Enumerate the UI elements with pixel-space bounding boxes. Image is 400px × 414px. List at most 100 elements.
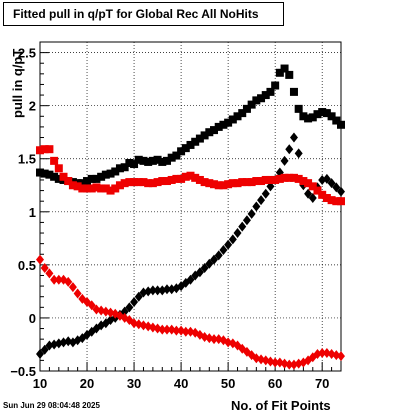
- data-point-square: [191, 173, 200, 182]
- data-point-diamond: [214, 250, 223, 261]
- data-point-square: [332, 197, 341, 206]
- data-point-square: [308, 182, 317, 191]
- data-point-diamond: [219, 245, 228, 256]
- grid-layer: [40, 42, 341, 371]
- data-point-square: [228, 179, 237, 188]
- data-point-square: [247, 100, 256, 109]
- data-point-square: [289, 87, 298, 96]
- data-point-diamond: [210, 334, 219, 345]
- data-point-square: [200, 131, 209, 140]
- data-point-diamond: [73, 288, 82, 299]
- data-point-square: [130, 160, 139, 169]
- data-point-square: [97, 184, 106, 193]
- data-point-diamond: [322, 173, 331, 184]
- data-point-diamond: [257, 195, 266, 206]
- data-point-square: [224, 118, 233, 127]
- data-point-square: [205, 128, 214, 137]
- data-point-square: [261, 91, 270, 100]
- data-point-square: [275, 174, 284, 183]
- data-point-square: [125, 178, 134, 187]
- data-point-square: [252, 96, 261, 105]
- data-point-square: [115, 164, 124, 173]
- y-tick-label: 1: [29, 205, 36, 220]
- data-point-square: [308, 113, 317, 122]
- data-point-square: [106, 186, 115, 195]
- data-point-square: [186, 171, 195, 180]
- data-point-square: [280, 64, 289, 73]
- series-1: [36, 132, 345, 360]
- x-tick-label: 60: [268, 376, 282, 391]
- data-point-diamond: [205, 258, 214, 269]
- series-layer: [36, 64, 345, 370]
- x-tick-label: 30: [127, 376, 141, 391]
- data-point-square: [299, 112, 308, 121]
- data-point-square: [120, 163, 129, 172]
- data-point-diamond: [271, 357, 280, 368]
- data-point-square: [162, 177, 171, 186]
- data-point-square: [242, 178, 251, 187]
- data-point-diamond: [87, 300, 96, 311]
- data-point-square: [186, 140, 195, 149]
- data-point-square: [111, 167, 120, 176]
- data-point-square: [148, 179, 157, 188]
- data-point-square: [280, 173, 289, 182]
- data-point-square: [214, 122, 223, 131]
- data-point-square: [45, 170, 54, 179]
- data-point-square: [73, 182, 82, 191]
- data-point-square: [45, 145, 54, 154]
- data-point-diamond: [172, 325, 181, 336]
- data-point-square: [224, 180, 233, 189]
- data-point-square: [40, 145, 49, 154]
- data-point-square: [68, 181, 77, 190]
- data-point-square: [158, 157, 167, 166]
- data-point-square: [210, 126, 219, 135]
- data-point-diamond: [158, 324, 167, 335]
- data-point-square: [153, 155, 162, 164]
- chart-title: Fitted pull in q/pT for Global Rec All N…: [3, 2, 284, 26]
- data-point-square: [299, 177, 308, 186]
- data-point-diamond: [261, 188, 270, 199]
- data-point-diamond: [233, 228, 242, 239]
- data-point-square: [120, 179, 129, 188]
- data-point-square: [101, 184, 110, 193]
- axis-layer: 10 20 30 40 50 60 70 −0.5 0 0.5 1 1.5 2 2.5: [10, 41, 342, 391]
- data-point-square: [134, 178, 143, 187]
- data-point-square: [139, 178, 148, 187]
- y-tick-label: 0: [29, 311, 36, 326]
- data-point-square: [200, 178, 209, 187]
- data-point-diamond: [40, 263, 49, 274]
- data-point-diamond: [162, 324, 171, 335]
- data-point-square: [59, 172, 68, 181]
- data-point-square: [111, 184, 120, 193]
- data-point-square: [158, 177, 167, 186]
- data-point-square: [78, 179, 87, 188]
- data-point-square: [304, 179, 313, 188]
- data-point-diamond: [162, 284, 171, 295]
- data-point-diamond: [318, 347, 327, 358]
- data-point-diamond: [125, 302, 134, 313]
- data-point-diamond: [186, 274, 195, 285]
- data-point-square: [238, 178, 247, 187]
- data-point-square: [332, 116, 341, 125]
- data-point-square: [318, 190, 327, 199]
- data-point-diamond: [238, 221, 247, 232]
- data-point-square: [337, 197, 345, 206]
- data-point-diamond: [210, 254, 219, 265]
- data-point-diamond: [50, 274, 59, 285]
- data-point-square: [322, 109, 331, 118]
- data-point-square: [50, 156, 59, 165]
- data-point-square: [247, 178, 256, 187]
- data-point-diamond: [153, 285, 162, 296]
- y-tick-label: 0.5: [18, 258, 36, 273]
- data-point-square: [106, 169, 115, 178]
- data-point-square: [144, 179, 153, 188]
- series-3: [36, 254, 345, 370]
- data-point-diamond: [68, 282, 77, 293]
- data-point-square: [233, 179, 242, 188]
- data-point-square: [271, 81, 280, 90]
- data-point-square: [162, 156, 171, 165]
- data-point-square: [294, 104, 303, 113]
- y-tick-label: 2: [29, 99, 36, 114]
- data-point-square: [78, 184, 87, 193]
- data-point-square: [285, 173, 294, 182]
